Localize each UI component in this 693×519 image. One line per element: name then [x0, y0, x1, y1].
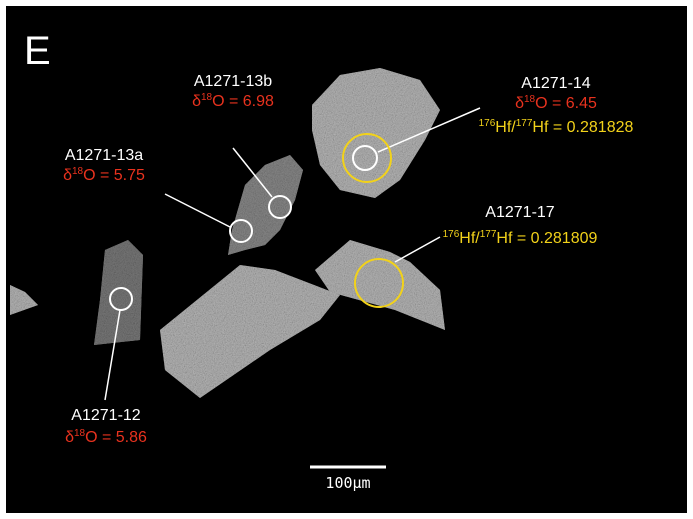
leader-line — [377, 107, 481, 153]
text: Hf/ — [459, 230, 480, 247]
superscript: 176 — [479, 118, 496, 129]
spot-name: A1271-12 — [71, 407, 140, 424]
leader-line — [394, 236, 441, 263]
superscript: 18 — [524, 94, 536, 105]
symbol: δ — [192, 93, 201, 110]
superscript: 177 — [480, 229, 497, 240]
symbol: δ — [63, 167, 72, 184]
oxygen-value: δ18O = 6.45 — [515, 94, 597, 112]
text: Hf = 0.281828 — [532, 119, 633, 136]
spot — [229, 219, 253, 243]
superscript: 18 — [74, 428, 86, 439]
spot-name: A1271-14 — [521, 75, 590, 92]
spots — [109, 133, 404, 311]
grain — [315, 240, 445, 330]
symbol: δ — [515, 95, 524, 112]
spot — [352, 145, 378, 171]
hafnium-value: 176Hf/177Hf = 0.281828 — [479, 118, 634, 136]
spot-name: A1271-13a — [65, 147, 143, 164]
oxygen-value: δ18O = 6.98 — [192, 92, 274, 110]
leader-line — [104, 309, 121, 401]
superscript: 18 — [72, 166, 84, 177]
spot-name: A1271-13b — [194, 73, 272, 90]
text: O = 5.75 — [83, 167, 145, 184]
hafnium-value: 176Hf/177Hf = 0.281809 — [443, 229, 598, 247]
grain — [10, 285, 38, 315]
spot — [268, 195, 292, 219]
spot-name: A1271-17 — [485, 204, 554, 221]
hf-spot — [342, 133, 392, 183]
text: O = 6.98 — [212, 93, 274, 110]
leader-line — [232, 147, 273, 198]
oxygen-value: δ18O = 5.75 — [63, 166, 145, 184]
text: O = 6.45 — [535, 95, 597, 112]
spot — [109, 287, 133, 311]
superscript: 177 — [516, 118, 533, 129]
grain — [94, 240, 143, 345]
superscript: 176 — [443, 229, 460, 240]
leader-lines — [104, 107, 481, 401]
text: Hf/ — [495, 119, 516, 136]
scale-bar-label: 100μm — [325, 474, 370, 492]
oxygen-value: δ18O = 5.86 — [65, 428, 147, 446]
text: Hf = 0.281809 — [496, 230, 597, 247]
superscript: 18 — [201, 92, 213, 103]
symbol: δ — [65, 429, 74, 446]
grain — [160, 265, 340, 398]
grain — [228, 155, 303, 255]
leader-line — [164, 193, 231, 228]
hf-spot — [354, 258, 404, 308]
text: O = 5.86 — [85, 429, 147, 446]
panel-label: E — [24, 29, 51, 73]
